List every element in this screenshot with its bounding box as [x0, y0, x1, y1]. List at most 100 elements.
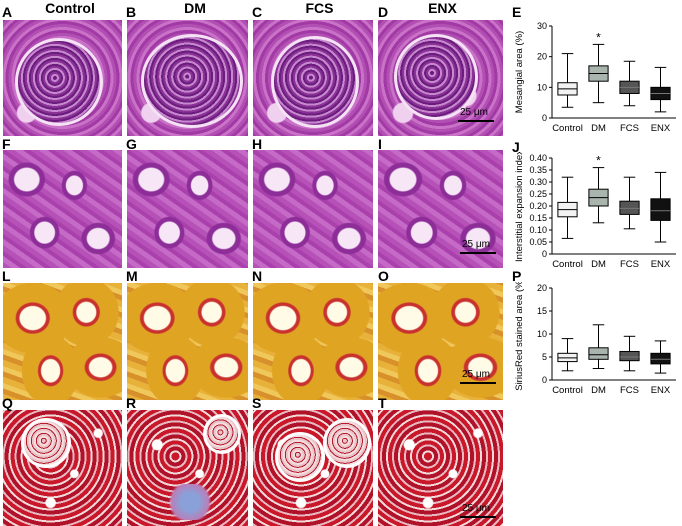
y-axis-label: SiriusRed stained area (%) — [514, 282, 525, 391]
micrograph-f — [3, 150, 122, 268]
glomerulus — [394, 34, 478, 120]
y-tick-label: 5 — [542, 352, 547, 362]
scale-bar — [460, 516, 496, 518]
y-tick-label: 0.35 — [529, 165, 547, 175]
box-control — [557, 176, 578, 239]
micrograph-a — [3, 20, 122, 136]
panel-label-n: N — [252, 268, 263, 284]
glomerulus — [21, 418, 71, 468]
box-plot-siriusred-area: 0 5 10 15 20 SiriusRed stained area (%) Contro… — [514, 282, 676, 396]
box-fcs — [619, 176, 640, 230]
box-control — [557, 338, 578, 372]
x-tick-label: ENX — [651, 123, 671, 134]
y-tick-label: 0 — [542, 113, 547, 123]
box-dm — [588, 43, 609, 104]
y-tick-label: 20 — [537, 283, 547, 293]
y-tick-label: 0.15 — [529, 213, 547, 223]
x-tick-label: FCS — [620, 259, 639, 270]
micrograph-b — [127, 20, 248, 136]
panel-label-e: E — [512, 4, 522, 20]
micrograph-n — [253, 283, 373, 400]
panel-label-c: C — [252, 4, 263, 20]
scale-bar-label: 25 μm — [462, 503, 490, 514]
glomerulus — [203, 414, 241, 454]
box-enx — [650, 340, 671, 374]
box-iqr — [619, 200, 640, 215]
x-tick-label: DM — [591, 259, 606, 270]
panel-label-r: R — [126, 395, 137, 411]
scale-bar-label: 25 μm — [460, 107, 488, 118]
micrograph-o: 25 μm — [378, 283, 503, 400]
y-tick-label: 0.10 — [529, 225, 547, 235]
box-fcs — [619, 60, 640, 107]
panel-label-o: O — [378, 268, 389, 284]
y-tick-label: 0 — [542, 249, 547, 259]
y-tick-label: 0.25 — [529, 189, 547, 199]
x-tick-label: FCS — [620, 123, 639, 134]
box-enx — [650, 171, 671, 243]
box-plot-interstitial-expansion: 0 0.05 0.10 0.15 0.20 0.25 0.30 0.35 0.40 Interst… — [514, 152, 676, 270]
x-tick-label: DM — [591, 385, 606, 396]
micrograph-h — [253, 150, 373, 268]
box-fcs — [619, 335, 640, 372]
panel-label-t: T — [378, 395, 387, 411]
y-tick-label: 10 — [537, 82, 547, 92]
micrograph-q — [3, 410, 122, 526]
box-dm — [588, 324, 609, 369]
y-tick-label: 10 — [537, 329, 547, 339]
panel-label-s: S — [252, 395, 262, 411]
micrograph-g — [127, 150, 248, 268]
box-iqr — [588, 347, 609, 360]
box-iqr — [619, 350, 640, 362]
scale-bar — [460, 252, 496, 254]
micrograph-c — [253, 20, 373, 136]
y-axis-label: Interstitial expansion index — [514, 152, 525, 262]
y-axis-label: Mesangial area (%) — [514, 31, 525, 113]
micrograph-s — [253, 410, 373, 526]
x-tick-label: ENX — [651, 385, 671, 396]
panel-label-a: A — [2, 4, 13, 20]
box-dm — [588, 167, 609, 224]
panel-label-g: G — [126, 136, 137, 152]
panel-label-f: F — [2, 136, 11, 152]
glomerulus — [15, 38, 103, 126]
panel-label-p: P — [512, 268, 522, 284]
box-iqr — [650, 198, 671, 221]
y-tick-label: 20 — [537, 52, 547, 62]
x-tick-label: Control — [552, 123, 583, 134]
x-tick-label: ENX — [651, 259, 671, 270]
panel-label-i: I — [378, 136, 382, 152]
glomerulus — [141, 34, 243, 128]
fibrotic-area — [165, 484, 215, 520]
scale-bar — [458, 120, 494, 122]
scale-bar-label: 25 μm — [462, 239, 490, 250]
column-header-dm: DM — [184, 0, 206, 16]
y-tick-label: 0.40 — [529, 153, 547, 163]
glomerulus — [271, 36, 359, 128]
significance-marker: * — [596, 30, 601, 44]
scale-bar — [460, 382, 496, 384]
panel-label-q: Q — [2, 395, 13, 411]
x-tick-label: Control — [552, 259, 583, 270]
panel-label-l: L — [2, 268, 11, 284]
box-iqr — [650, 352, 671, 365]
micrograph-i: 25 μm — [378, 150, 503, 268]
micrograph-r — [127, 410, 248, 526]
y-tick-label: 0.30 — [529, 177, 547, 187]
y-tick-label: 0 — [542, 375, 547, 385]
box-control — [557, 53, 578, 108]
micrograph-m — [127, 283, 248, 400]
glomerulus — [323, 418, 371, 468]
column-header-control: Control — [45, 0, 95, 16]
y-tick-label: 0.05 — [529, 237, 547, 247]
panel-label-h: H — [252, 136, 263, 152]
x-tick-label: Control — [552, 385, 583, 396]
micrograph-d: 25 μm — [378, 20, 503, 136]
y-tick-label: 30 — [537, 21, 547, 31]
y-tick-label: 0.20 — [529, 201, 547, 211]
micrograph-l — [3, 283, 122, 400]
panel-label-b: B — [126, 4, 137, 20]
panel-label-j: J — [512, 139, 520, 155]
scale-bar-label: 25 μm — [462, 369, 490, 380]
box-enx — [650, 66, 671, 113]
